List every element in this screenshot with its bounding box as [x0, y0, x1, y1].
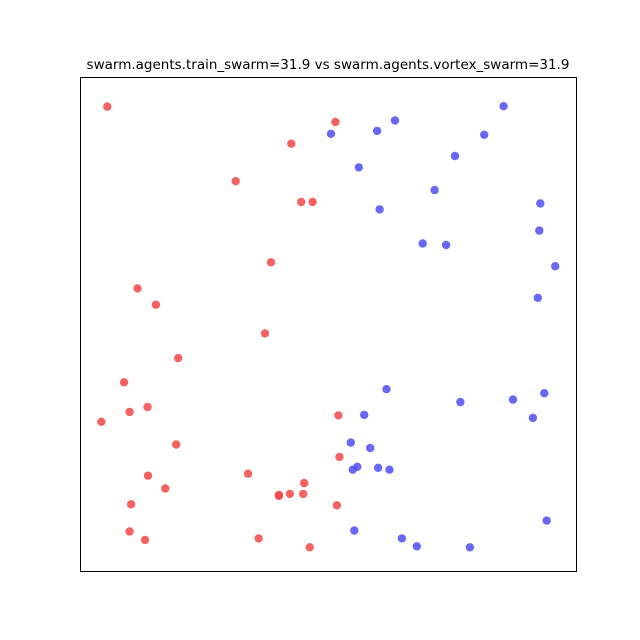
- data-point-series-1-2: [331, 117, 340, 127]
- data-point-series-2-22: [346, 438, 355, 447]
- data-point-series-2-19: [540, 389, 549, 398]
- data-point-series-2-9: [536, 199, 545, 208]
- data-point-series-2-32: [465, 543, 475, 552]
- data-point-series-2-7: [354, 163, 363, 172]
- data-point-series-1-3: [287, 139, 296, 148]
- data-point-series-1-27: [126, 500, 136, 509]
- chart-title: swarm.agents.train_swarm=31.9 vs swarm.a…: [86, 57, 570, 73]
- data-point-series-1-9: [151, 300, 161, 309]
- data-point-series-1-23: [299, 489, 308, 499]
- data-point-series-2-1: [499, 102, 508, 111]
- data-point-series-1-14: [143, 402, 152, 412]
- data-point-series-1-12: [119, 378, 129, 387]
- data-point-series-2-6: [450, 151, 460, 161]
- data-point-series-2-21: [360, 410, 369, 420]
- data-point-series-1-32: [305, 543, 314, 552]
- data-point-series-1-17: [172, 440, 181, 449]
- data-point-series-1-16: [334, 411, 343, 420]
- data-point-series-2-20: [528, 413, 538, 423]
- data-point-series-1-26: [274, 491, 284, 501]
- data-point-series-2-30: [397, 534, 407, 543]
- data-point-series-2-17: [456, 397, 465, 407]
- data-point-series-1-22: [300, 478, 309, 488]
- data-point-series-1-29: [125, 527, 134, 536]
- data-point-series-2-26: [373, 463, 383, 472]
- data-point-series-1-21: [161, 484, 170, 493]
- data-point-series-1-20: [243, 469, 253, 478]
- data-point-series-1-5: [297, 197, 306, 207]
- plot-frame: [80, 77, 577, 572]
- data-point-series-2-8: [430, 185, 439, 195]
- data-point-series-1-6: [308, 197, 317, 207]
- data-point-series-2-16: [382, 385, 391, 394]
- data-point-series-2-14: [551, 262, 560, 271]
- data-point-series-1-13: [125, 407, 134, 417]
- data-point-series-1-7: [266, 258, 276, 267]
- data-point-series-2-18: [508, 395, 518, 404]
- data-point-series-2-15: [533, 293, 542, 302]
- data-point-series-2-3: [372, 126, 382, 136]
- data-point-series-2-4: [326, 129, 336, 138]
- data-point-series-2-31: [412, 542, 421, 551]
- data-point-series-2-2: [390, 116, 400, 125]
- data-point-series-2-27: [385, 465, 394, 474]
- data-point-series-2-25: [348, 465, 357, 474]
- data-point-series-2-13: [441, 240, 451, 250]
- data-point-series-1-24: [285, 489, 294, 499]
- data-point-series-1-18: [335, 452, 344, 462]
- data-point-series-2-10: [375, 205, 384, 214]
- data-point-series-1-1: [103, 102, 112, 111]
- data-point-series-2-11: [535, 226, 544, 235]
- data-point-series-1-31: [254, 534, 263, 543]
- data-point-series-1-4: [231, 177, 240, 186]
- data-point-series-1-8: [133, 284, 142, 293]
- data-point-series-2-5: [480, 130, 489, 139]
- data-point-series-1-11: [174, 353, 183, 363]
- data-point-series-1-15: [97, 417, 106, 426]
- data-point-series-2-12: [418, 239, 427, 248]
- data-point-series-1-30: [140, 535, 150, 545]
- data-point-series-1-10: [260, 329, 270, 338]
- points-layer: [97, 102, 560, 552]
- data-point-series-1-19: [143, 471, 153, 480]
- data-point-series-2-28: [542, 516, 551, 525]
- data-point-series-2-29: [350, 526, 359, 535]
- data-point-series-2-23: [366, 443, 375, 453]
- data-point-series-1-28: [332, 501, 342, 510]
